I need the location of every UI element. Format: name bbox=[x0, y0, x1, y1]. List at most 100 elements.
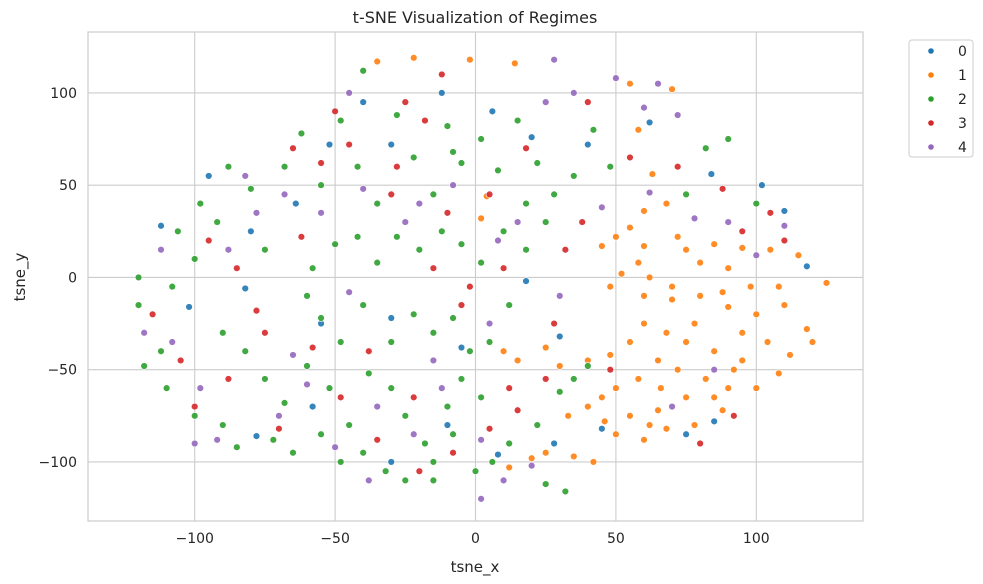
data-point bbox=[261, 375, 269, 383]
data-point bbox=[808, 338, 817, 346]
data-point bbox=[752, 310, 760, 319]
data-point bbox=[598, 425, 606, 433]
data-point bbox=[513, 116, 522, 125]
data-point bbox=[191, 412, 199, 420]
data-point bbox=[724, 135, 732, 143]
data-point bbox=[140, 362, 148, 370]
data-point bbox=[710, 347, 718, 355]
data-point bbox=[702, 375, 710, 383]
legend: 0 1 2 3 4 bbox=[908, 39, 974, 158]
data-point bbox=[443, 421, 452, 429]
data-point bbox=[401, 476, 410, 485]
data-point bbox=[541, 449, 550, 457]
data-point bbox=[297, 233, 306, 241]
data-point bbox=[673, 111, 682, 119]
data-point bbox=[280, 163, 289, 171]
data-point bbox=[522, 199, 530, 208]
data-point bbox=[780, 222, 789, 230]
y-tick-label: 100 bbox=[50, 86, 77, 102]
data-point bbox=[746, 282, 755, 291]
data-point bbox=[657, 384, 665, 392]
data-point bbox=[429, 458, 438, 466]
data-point bbox=[365, 476, 373, 485]
data-point bbox=[645, 188, 654, 197]
chart-title: t-SNE Visualization of Regimes bbox=[353, 8, 598, 27]
data-point bbox=[269, 436, 278, 444]
data-point bbox=[359, 185, 367, 193]
series-2-points bbox=[134, 67, 760, 496]
data-point bbox=[556, 362, 564, 370]
data-point bbox=[626, 223, 634, 232]
data-point bbox=[522, 144, 530, 152]
legend-marker bbox=[928, 48, 934, 54]
data-point bbox=[682, 246, 690, 254]
data-point bbox=[387, 338, 395, 346]
data-point bbox=[477, 258, 485, 267]
data-point bbox=[505, 384, 513, 392]
data-point bbox=[564, 412, 572, 420]
data-point bbox=[373, 402, 381, 411]
data-point bbox=[168, 338, 176, 346]
data-point bbox=[373, 199, 381, 208]
data-point bbox=[157, 246, 165, 254]
data-point bbox=[466, 282, 474, 291]
data-point bbox=[763, 338, 772, 346]
data-point bbox=[345, 421, 353, 429]
data-point bbox=[662, 329, 671, 337]
data-point bbox=[696, 292, 704, 300]
data-point bbox=[261, 246, 269, 254]
data-point bbox=[421, 116, 429, 125]
series-4-points bbox=[140, 55, 789, 503]
data-point bbox=[387, 458, 395, 466]
tick-labels: −100 −50 0 50 100 −100 −50 0 50 100 bbox=[39, 86, 770, 547]
data-point bbox=[654, 79, 662, 88]
data-point bbox=[365, 347, 373, 355]
legend-marker bbox=[928, 120, 934, 126]
data-point bbox=[570, 172, 578, 180]
data-point bbox=[718, 406, 727, 414]
data-point bbox=[584, 98, 592, 106]
data-point bbox=[499, 347, 508, 355]
data-point bbox=[822, 279, 831, 287]
data-point bbox=[606, 351, 614, 359]
data-point bbox=[561, 487, 570, 496]
data-point bbox=[640, 436, 648, 444]
data-point bbox=[331, 443, 339, 451]
data-point bbox=[303, 380, 311, 389]
series-0-points bbox=[157, 89, 811, 466]
data-point bbox=[513, 218, 522, 226]
data-point bbox=[162, 384, 171, 392]
data-point bbox=[718, 288, 727, 296]
data-point bbox=[317, 181, 325, 189]
data-point bbox=[718, 185, 727, 193]
data-point bbox=[527, 461, 536, 470]
data-point bbox=[640, 207, 648, 215]
data-point bbox=[457, 240, 466, 248]
data-point bbox=[673, 365, 682, 374]
data-point bbox=[233, 443, 241, 451]
data-point bbox=[449, 181, 457, 189]
data-point bbox=[710, 365, 718, 374]
data-point bbox=[710, 417, 718, 426]
data-point bbox=[541, 343, 550, 352]
data-point bbox=[134, 273, 143, 282]
data-point bbox=[191, 255, 199, 263]
data-point bbox=[134, 301, 143, 309]
legend-marker bbox=[928, 96, 934, 102]
series-3-points bbox=[148, 70, 789, 475]
data-point bbox=[157, 222, 165, 230]
data-point bbox=[325, 384, 334, 392]
data-point bbox=[780, 207, 789, 215]
data-point bbox=[477, 214, 485, 223]
data-point bbox=[280, 190, 289, 199]
data-point bbox=[780, 236, 789, 245]
data-point bbox=[401, 218, 410, 226]
y-tick-label: −100 bbox=[39, 455, 77, 471]
data-point bbox=[457, 343, 466, 352]
data-point bbox=[387, 140, 395, 149]
data-point bbox=[561, 246, 570, 254]
data-point bbox=[466, 347, 474, 355]
data-point bbox=[337, 338, 345, 346]
data-point bbox=[381, 467, 390, 475]
data-point bbox=[205, 172, 213, 180]
